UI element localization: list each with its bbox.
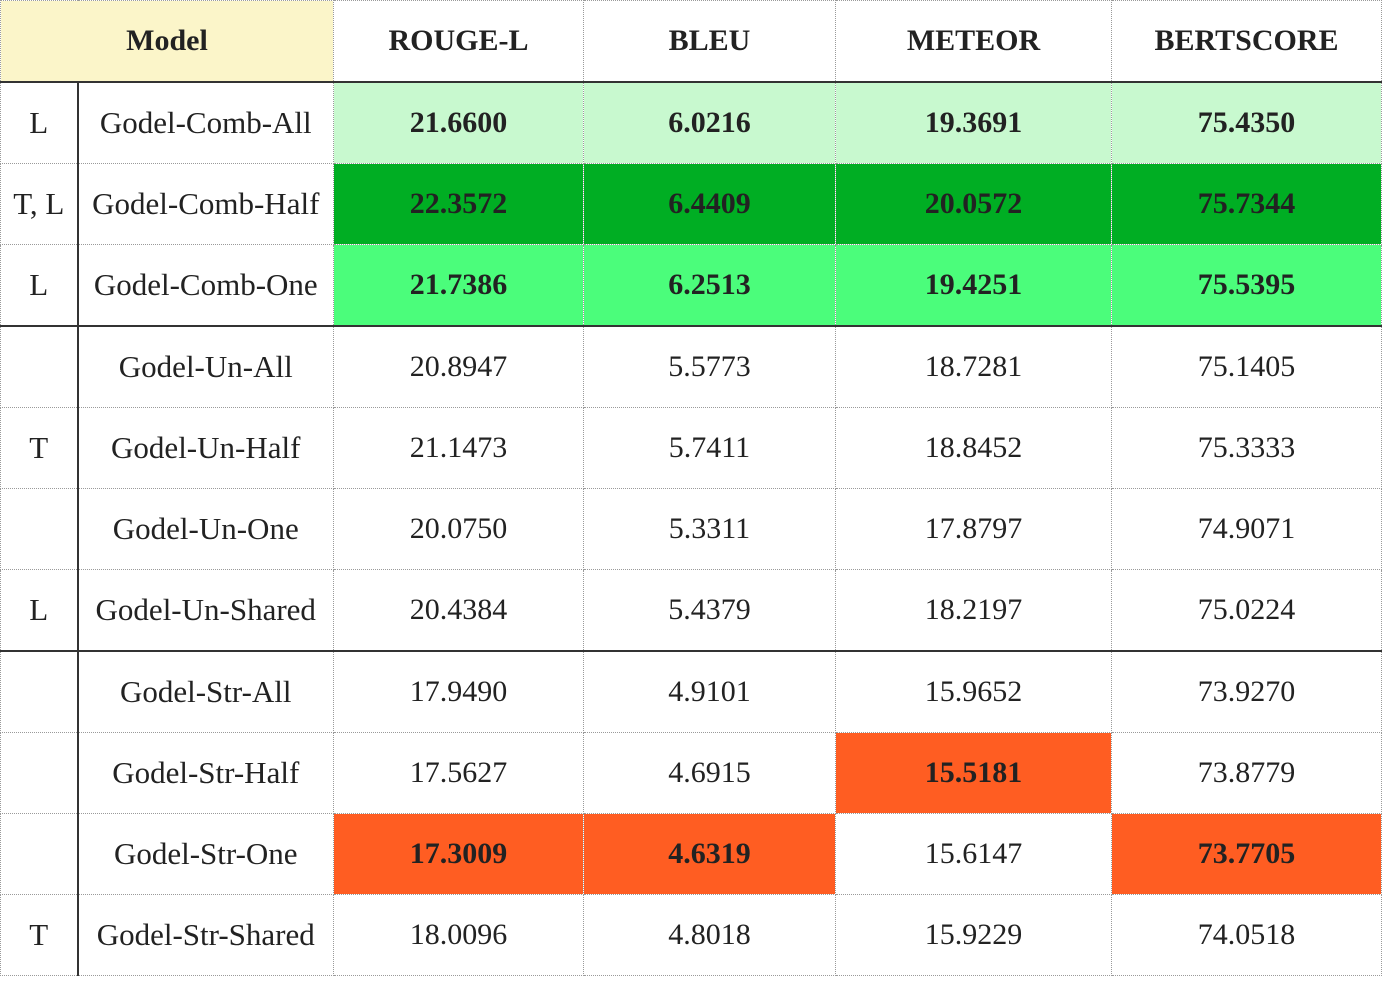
bleu-cell: 4.9101 <box>583 650 836 733</box>
bertscore-cell: 75.7344 <box>1111 163 1382 245</box>
bertscore-cell: 74.0518 <box>1111 894 1382 976</box>
rouge-cell: 20.4384 <box>333 569 584 652</box>
model-name: Godel-Un-One <box>77 488 334 570</box>
row-tag: T, L <box>0 163 79 245</box>
row-tag <box>0 813 79 895</box>
model-name: Godel-Str-Shared <box>77 894 334 976</box>
row-tag <box>0 650 79 733</box>
model-name: Godel-Un-Half <box>77 407 334 489</box>
table-row: L Godel-Un-Shared 20.4384 5.4379 18.2197… <box>0 569 1382 652</box>
table-row: T, L Godel-Comb-Half 22.3572 6.4409 20.0… <box>0 163 1382 245</box>
bleu-cell: 6.4409 <box>583 163 836 245</box>
bertscore-cell: 75.5395 <box>1111 244 1382 327</box>
meteor-cell: 15.5181 <box>835 732 1112 814</box>
rouge-cell: 17.3009 <box>333 813 584 895</box>
bertscore-cell: 75.1405 <box>1111 325 1382 408</box>
row-tag <box>0 488 79 570</box>
rouge-cell: 17.5627 <box>333 732 584 814</box>
table-row: L Godel-Comb-All 21.6600 6.0216 19.3691 … <box>0 81 1382 164</box>
bertscore-cell: 75.4350 <box>1111 81 1382 164</box>
table-row: L Godel-Comb-One 21.7386 6.2513 19.4251 … <box>0 244 1382 327</box>
bleu-cell: 4.6915 <box>583 732 836 814</box>
row-tag: T <box>0 894 79 976</box>
bleu-cell: 4.6319 <box>583 813 836 895</box>
model-name: Godel-Str-Half <box>77 732 334 814</box>
bleu-cell: 5.3311 <box>583 488 836 570</box>
meteor-cell: 19.4251 <box>835 244 1112 327</box>
bertscore-cell: 75.3333 <box>1111 407 1382 489</box>
meteor-cell: 20.0572 <box>835 163 1112 245</box>
rouge-cell: 21.7386 <box>333 244 584 327</box>
table-row: T Godel-Str-Shared 18.0096 4.8018 15.922… <box>0 894 1382 976</box>
meteor-cell: 15.9652 <box>835 650 1112 733</box>
rouge-cell: 17.9490 <box>333 650 584 733</box>
rouge-cell: 21.6600 <box>333 81 584 164</box>
table-row: Godel-Str-Half 17.5627 4.6915 15.5181 73… <box>0 732 1382 814</box>
rouge-cell: 18.0096 <box>333 894 584 976</box>
rouge-column-header: ROUGE-L <box>333 0 584 83</box>
table-row: T Godel-Un-Half 21.1473 5.7411 18.8452 7… <box>0 407 1382 489</box>
rouge-cell: 22.3572 <box>333 163 584 245</box>
row-tag: T <box>0 407 79 489</box>
bleu-cell: 5.5773 <box>583 325 836 408</box>
rouge-cell: 20.8947 <box>333 325 584 408</box>
bertscore-cell: 74.9071 <box>1111 488 1382 570</box>
row-tag: L <box>0 244 79 327</box>
bleu-cell: 5.4379 <box>583 569 836 652</box>
bertscore-column-header: BERTSCORE <box>1111 0 1382 83</box>
bleu-cell: 5.7411 <box>583 407 836 489</box>
model-name: Godel-Comb-Half <box>77 163 334 245</box>
table-row: Godel-Un-All 20.8947 5.5773 18.7281 75.1… <box>0 325 1382 408</box>
model-name: Godel-Un-Shared <box>77 569 334 652</box>
row-tag: L <box>0 569 79 652</box>
meteor-cell: 18.2197 <box>835 569 1112 652</box>
meteor-cell: 17.8797 <box>835 488 1112 570</box>
bertscore-cell: 73.9270 <box>1111 650 1382 733</box>
bertscore-cell: 73.8779 <box>1111 732 1382 814</box>
table-row: Godel-Un-One 20.0750 5.3311 17.8797 74.9… <box>0 488 1382 570</box>
meteor-column-header: METEOR <box>835 0 1112 83</box>
table-row: Godel-Str-One 17.3009 4.6319 15.6147 73.… <box>0 813 1382 895</box>
row-tag <box>0 325 79 408</box>
bertscore-cell: 75.0224 <box>1111 569 1382 652</box>
meteor-cell: 15.9229 <box>835 894 1112 976</box>
meteor-cell: 19.3691 <box>835 81 1112 164</box>
bertscore-cell: 73.7705 <box>1111 813 1382 895</box>
model-name: Godel-Comb-One <box>77 244 334 327</box>
model-name: Godel-Comb-All <box>77 81 334 164</box>
model-column-header: Model <box>0 0 334 83</box>
model-name: Godel-Str-All <box>77 650 334 733</box>
bleu-cell: 6.2513 <box>583 244 836 327</box>
row-tag: L <box>0 81 79 164</box>
bleu-column-header: BLEU <box>583 0 836 83</box>
header-row: Model ROUGE-L BLEU METEOR BERTSCORE <box>0 0 1382 83</box>
rouge-cell: 20.0750 <box>333 488 584 570</box>
meteor-cell: 18.7281 <box>835 325 1112 408</box>
meteor-cell: 18.8452 <box>835 407 1112 489</box>
model-name: Godel-Str-One <box>77 813 334 895</box>
table-row: Godel-Str-All 17.9490 4.9101 15.9652 73.… <box>0 650 1382 733</box>
model-name: Godel-Un-All <box>77 325 334 408</box>
row-tag <box>0 732 79 814</box>
bleu-cell: 6.0216 <box>583 81 836 164</box>
rouge-cell: 21.1473 <box>333 407 584 489</box>
meteor-cell: 15.6147 <box>835 813 1112 895</box>
bleu-cell: 4.8018 <box>583 894 836 976</box>
